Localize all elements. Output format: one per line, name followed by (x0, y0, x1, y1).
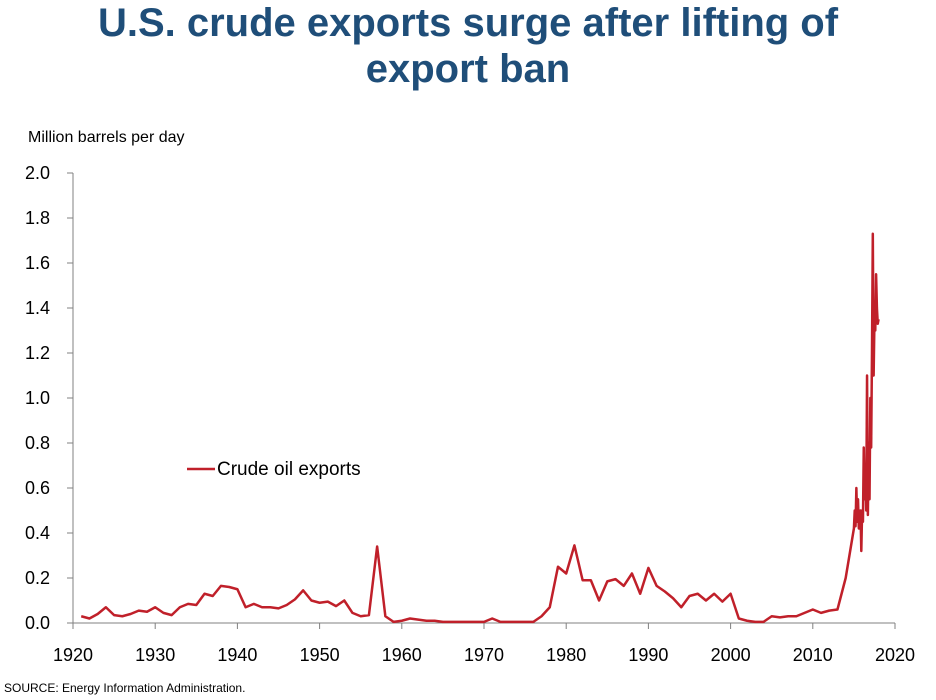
chart-title-line-1: U.S. crude exports surge after lifting o… (97, 1, 839, 45)
x-tick-label: 2020 (875, 645, 915, 665)
chart-title-line-2: export ban (365, 47, 571, 91)
x-tick-label: 1970 (464, 645, 504, 665)
chart-legend: Crude oil exports (187, 459, 361, 480)
series-line-crude-oil-exports (80, 232, 880, 624)
legend-label-crude-oil-exports: Crude oil exports (217, 459, 361, 480)
chart-title: U.S. crude exports surge after lifting o… (0, 0, 936, 92)
x-tick-label: 2010 (793, 645, 833, 665)
x-tick-label: 1920 (53, 645, 93, 665)
y-tick-label: 0.0 (25, 613, 50, 633)
x-tick-label: 1960 (382, 645, 422, 665)
x-tick-label: 1930 (135, 645, 175, 665)
y-tick-label: 1.0 (25, 388, 50, 408)
y-tick-label: 1.6 (25, 253, 50, 273)
x-tick-label: 2000 (711, 645, 751, 665)
chart-series (80, 232, 880, 624)
x-axis-ticks: 1920 1930 1940 1950 1960 1970 1980 1990 2000 2010… (53, 623, 915, 665)
y-axis-label: Million barrels per day (28, 129, 185, 146)
x-tick-label: 1940 (217, 645, 257, 665)
source-note: SOURCE: Energy Information Administratio… (4, 681, 246, 695)
y-tick-label: 1.2 (25, 343, 50, 363)
y-tick-label: 0.6 (25, 478, 50, 498)
y-tick-label: 0.2 (25, 568, 50, 588)
chart-axes (72, 173, 895, 624)
y-tick-label: 1.8 (25, 208, 50, 228)
x-tick-label: 1980 (546, 645, 586, 665)
y-axis-ticks: 0.0 0.2 0.4 0.6 0.8 1.0 1.2 1.4 1.6 1.8 2.0 (25, 163, 73, 633)
y-tick-label: 0.4 (25, 523, 50, 543)
y-tick-label: 1.4 (25, 298, 50, 318)
y-tick-label: 0.8 (25, 433, 50, 453)
y-tick-label: 2.0 (25, 163, 50, 183)
x-tick-label: 1950 (300, 645, 340, 665)
x-tick-label: 1990 (628, 645, 668, 665)
